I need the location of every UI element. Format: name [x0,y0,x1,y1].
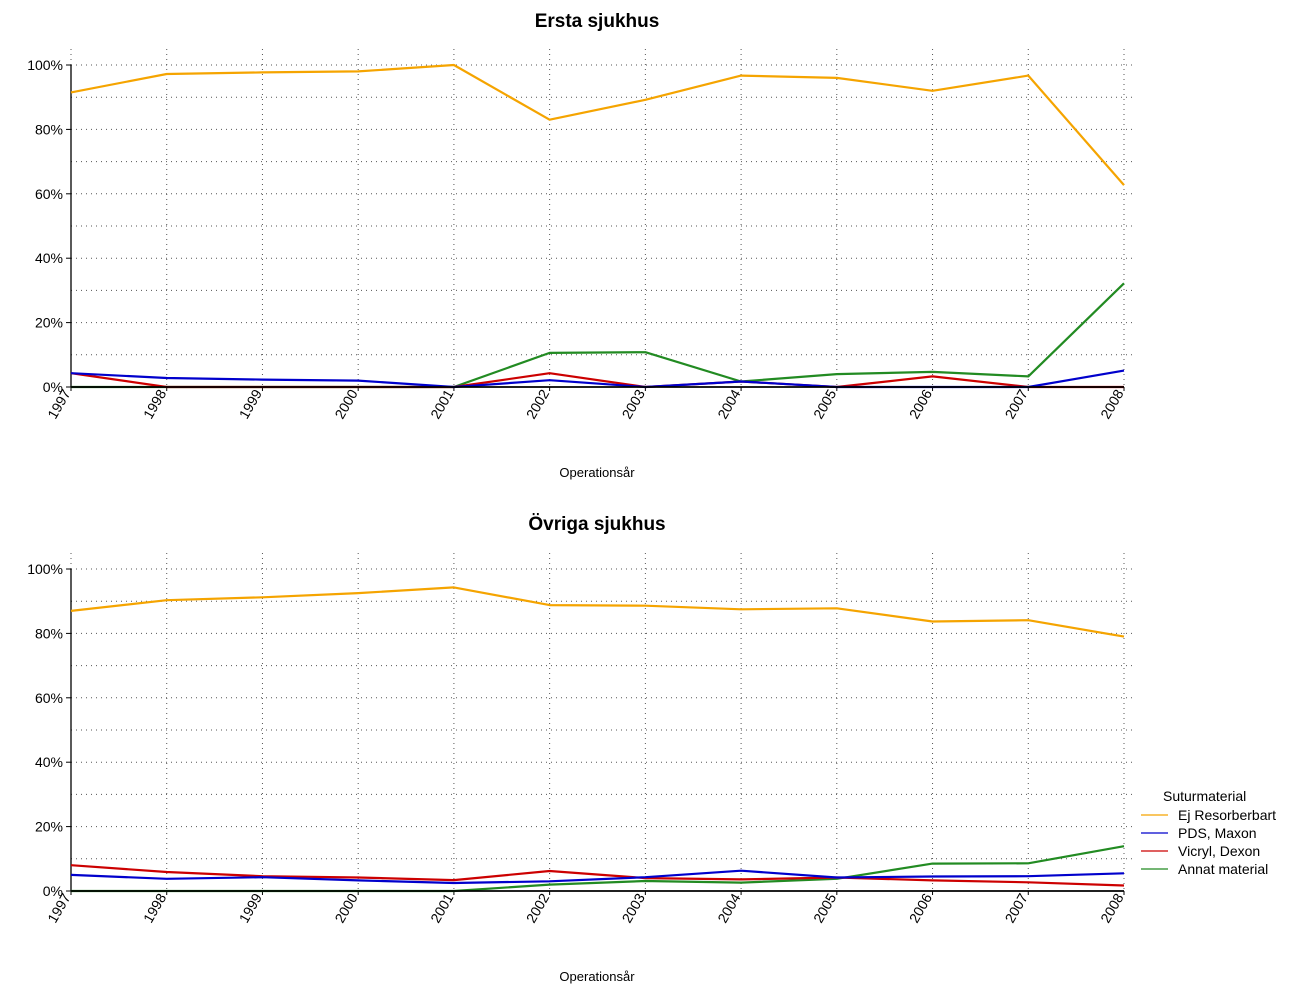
legend: Suturmaterial Ej Resorberbart PDS, Maxon V… [1141,788,1276,877]
y-tick-label: 100% [27,561,63,577]
x-tick-label: 2005 [810,386,840,421]
panel-ersta: Ersta sjukhus Operationsår 0% 20% 40% 60% 80… [27,11,1132,480]
series-line-vicryl-dexon [70,864,1125,887]
x-tick-label: 2000 [331,386,361,421]
legend-item-label: Vicryl, Dexon [1178,843,1260,859]
y-tick-label: 60% [35,690,63,706]
y-tick-label: 40% [35,250,63,266]
y-tick-label: 40% [35,754,63,770]
y-tick-label: 0% [43,883,63,899]
x-tick-label: 1998 [140,890,170,925]
x-tick-label: 2008 [1097,386,1127,421]
legend-title: Suturmaterial [1163,788,1246,804]
x-tick-label: 2000 [331,890,361,925]
series-line-ej-resorberbart [70,586,1125,638]
x-tick-label: 2003 [619,890,649,925]
legend-item-label: Ej Resorberbart [1178,807,1276,823]
chart-title: Övriga sjukhus [528,514,665,535]
x-tick-label: 1999 [236,890,266,925]
y-tick-label: 80% [35,121,63,137]
y-tick-label: 100% [27,57,63,73]
chart-title: Ersta sjukhus [535,11,660,32]
x-tick-label: 2007 [1001,386,1031,421]
x-tick-label: 2002 [523,386,553,421]
x-tick-label: 2003 [619,386,649,421]
x-tick-label: 2006 [906,890,936,925]
legend-item-label: Annat material [1178,861,1268,877]
x-tick-label: 2008 [1097,890,1127,925]
x-tick-label: 2006 [906,386,936,421]
x-tick-label: 2005 [810,890,840,925]
x-tick-label: 2007 [1001,890,1031,925]
series-line-annat-material [71,282,1125,389]
x-axis-label: Operationsår [559,969,635,984]
legend-item-label: PDS, Maxon [1178,825,1257,841]
panel-ovriga: Övriga sjukhus Operationsår 0% 20% 40% 60% 8… [27,514,1132,984]
y-tick-label: 20% [35,315,63,331]
x-tick-label: 2001 [427,890,457,925]
x-tick-label: 1999 [236,386,266,421]
x-tick-label: 2001 [427,386,457,421]
series-line-annat-material [71,845,1125,893]
y-tick-label: 20% [35,819,63,835]
x-tick-label: 2002 [523,890,553,925]
x-axis-label: Operationsår [559,465,635,480]
y-tick-label: 60% [35,186,63,202]
series-line-pds-maxon [70,869,1125,885]
x-tick-label: 2004 [714,386,744,421]
x-tick-label: 2004 [714,890,744,925]
y-tick-label: 0% [43,379,63,395]
y-tick-label: 80% [35,625,63,641]
x-tick-label: 1998 [140,386,170,421]
series-line-ej-resorberbart [70,63,1125,186]
